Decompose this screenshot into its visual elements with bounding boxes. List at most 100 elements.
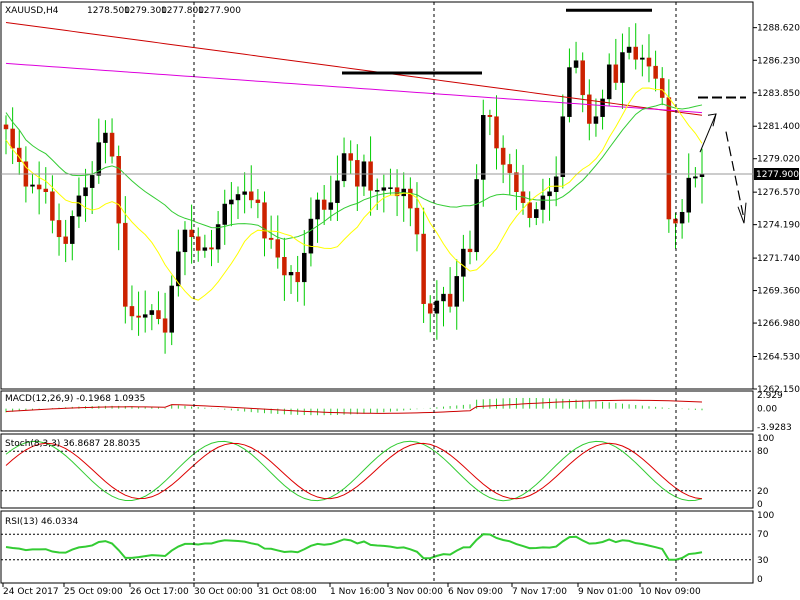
candle-body xyxy=(693,176,698,179)
candle-body xyxy=(534,209,539,218)
chart-labels: XAUUSD,H4 1278.500 1279.300 1277.800 127… xyxy=(5,6,241,527)
candle-body xyxy=(394,187,400,197)
price-tick-label: 1266.980 xyxy=(757,319,800,329)
price-tick-label: 1262.150 xyxy=(757,385,800,395)
rsi-tick-label: 70 xyxy=(757,530,769,540)
stoch-tick-label: 100 xyxy=(757,434,774,444)
candle-body xyxy=(573,60,579,68)
candle-body xyxy=(275,239,281,258)
candle-body xyxy=(686,177,691,213)
candle-body xyxy=(640,57,645,60)
candle-body xyxy=(30,184,35,187)
candle-body xyxy=(282,257,287,276)
candle-body xyxy=(348,153,353,161)
macd-panel-frame xyxy=(0,390,754,432)
stoch-signal-line xyxy=(5,442,703,500)
candle-body xyxy=(679,211,685,224)
candle-body xyxy=(109,132,115,157)
ohlc-open: 1278.500 xyxy=(87,6,130,16)
candle-body xyxy=(242,191,247,195)
time-label: 26 Oct 17:00 xyxy=(130,587,189,597)
price-tick-label: 1288.620 xyxy=(757,24,800,34)
candle-body xyxy=(600,98,605,117)
candle-body xyxy=(527,202,532,218)
candle-body xyxy=(295,272,300,283)
macd-signal-line xyxy=(5,399,703,414)
time-axis: 24 Oct 2017 25 Oct 09:00 26 Oct 17:00 30 Oc… xyxy=(2,583,701,597)
rsi-panel[interactable]: 100 70 30 0 xyxy=(0,510,774,585)
candle-body xyxy=(388,187,393,189)
candle-body xyxy=(560,116,566,177)
time-label: 9 Nov 01:00 xyxy=(578,587,633,597)
price-tick-label: 1286.230 xyxy=(757,56,800,66)
time-label: 3 Nov 00:00 xyxy=(388,587,443,597)
candle-body xyxy=(195,236,201,251)
candle-body xyxy=(315,199,320,220)
candle-body xyxy=(229,199,234,205)
candle-body xyxy=(96,142,102,176)
rsi-tick-label: 100 xyxy=(757,511,774,521)
candle-body xyxy=(50,191,55,221)
candle-body xyxy=(434,300,440,314)
candle-body xyxy=(659,78,665,98)
candle-body xyxy=(374,190,380,192)
macd-tick-label: 0.00 xyxy=(757,405,777,415)
candle-body xyxy=(142,314,148,318)
time-label: 24 Oct 2017 xyxy=(3,587,59,597)
ma-magenta-line xyxy=(5,62,703,114)
candle-body xyxy=(441,293,446,302)
candle-body xyxy=(162,318,168,333)
candle-body xyxy=(215,224,221,250)
price-tick-label: 1271.740 xyxy=(757,254,800,264)
candle-body xyxy=(288,272,294,276)
rsi-tick-label: 0 xyxy=(757,575,763,585)
macd-panel[interactable]: 2.929 0.00 -3.9283 xyxy=(0,390,792,433)
candle-body xyxy=(567,67,572,117)
ohlc-high: 1279.300 xyxy=(124,6,167,16)
candle-body xyxy=(169,285,174,333)
price-panel[interactable]: 1288.620 1286.230 1283.850 1281.400 1279.020… xyxy=(0,1,800,395)
candle-body xyxy=(474,179,479,253)
projection-arrow-down xyxy=(725,131,745,220)
main-panel-frame xyxy=(0,1,754,390)
candle-body xyxy=(222,203,227,225)
candle-body xyxy=(626,46,632,53)
candle-body xyxy=(36,184,42,190)
candle-body xyxy=(481,115,486,180)
time-label: 25 Oct 09:00 xyxy=(64,587,123,597)
candle-body xyxy=(487,115,493,117)
candle-body xyxy=(182,229,188,253)
candle-body xyxy=(540,195,546,210)
candle-body xyxy=(593,116,599,124)
candle-body xyxy=(427,303,433,314)
candle-body xyxy=(500,147,506,165)
price-tick-label: 1269.360 xyxy=(757,287,800,297)
candle-body xyxy=(620,52,625,83)
stoch-panel[interactable]: 100 80 20 0 xyxy=(0,433,774,510)
macd-tick-label: 2.929 xyxy=(757,391,783,401)
candle-body xyxy=(368,161,373,191)
candle-body xyxy=(355,160,360,187)
time-label: 6 Nov 09:00 xyxy=(448,587,503,597)
ohlc-close: 1277.900 xyxy=(198,6,241,16)
candle-body xyxy=(547,191,552,197)
candle-body xyxy=(454,276,459,307)
candle-body xyxy=(653,65,658,79)
price-tick-label: 1279.020 xyxy=(757,155,800,165)
candle-body xyxy=(613,64,619,83)
candle-body xyxy=(235,194,241,201)
price-tick-label: 1283.850 xyxy=(757,89,800,99)
candle-body xyxy=(514,172,519,192)
last-price-label: 1277.900 xyxy=(756,170,799,180)
time-label: 10 Nov 09:00 xyxy=(640,587,701,597)
candle-body xyxy=(249,191,254,201)
candle-body xyxy=(381,187,387,191)
price-tick-label: 1274.190 xyxy=(757,221,800,231)
rsi-line xyxy=(5,533,703,561)
candle-body xyxy=(633,46,638,60)
candle-body xyxy=(156,310,161,319)
candle-body xyxy=(63,236,68,244)
candle-body xyxy=(587,94,592,124)
candle-body xyxy=(673,218,678,224)
